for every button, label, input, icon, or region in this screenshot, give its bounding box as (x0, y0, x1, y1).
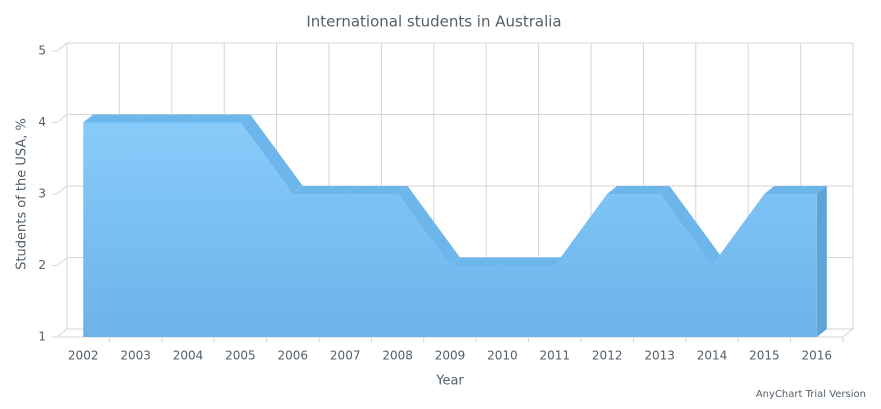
x-tick-label: 2006 (278, 349, 309, 363)
y-tick-label: 5 (38, 44, 46, 58)
x-tick-label: 2015 (749, 349, 780, 363)
x-axis-title: Year (435, 374, 464, 389)
x-tick-label: 2013 (644, 349, 675, 363)
area-top (607, 186, 670, 194)
area-top (292, 186, 356, 194)
x-tick-label: 2005 (225, 349, 256, 363)
credits: AnyChart Trial Version (756, 389, 866, 400)
y-tick-label: 4 (38, 115, 46, 129)
x-tick-label: 2011 (540, 349, 571, 363)
x-tick-label: 2004 (173, 349, 204, 363)
x-tick-label: 2009 (435, 349, 466, 363)
y-tick-label: 2 (38, 258, 46, 272)
area-top (764, 186, 827, 194)
x-tick-label: 2012 (592, 349, 623, 363)
area-top (345, 186, 408, 194)
x-tick-label: 2002 (68, 349, 99, 363)
x-tick-label: 2007 (330, 349, 361, 363)
area-top (188, 114, 251, 123)
x-tick-label: 2016 (802, 349, 833, 363)
area-side (816, 186, 827, 337)
area-top (450, 257, 513, 266)
x-tick-label: 2003 (120, 349, 151, 363)
area (83, 122, 817, 337)
y-tick-label: 3 (38, 187, 46, 201)
y-axis-title: Students of the USA, % (15, 118, 30, 270)
x-tick-label: 2014 (697, 349, 728, 363)
area-top (502, 257, 565, 266)
area-top (83, 114, 146, 123)
area-top (397, 186, 460, 266)
x-tick-label: 2010 (487, 349, 518, 363)
x-tick-label: 2008 (382, 349, 413, 363)
y-tick-label: 1 (38, 330, 46, 344)
area-top (240, 114, 303, 194)
area-top (135, 114, 198, 123)
chart-title: International students in Australia (306, 13, 561, 31)
grid-line (56, 42, 853, 52)
area-top (659, 186, 722, 266)
